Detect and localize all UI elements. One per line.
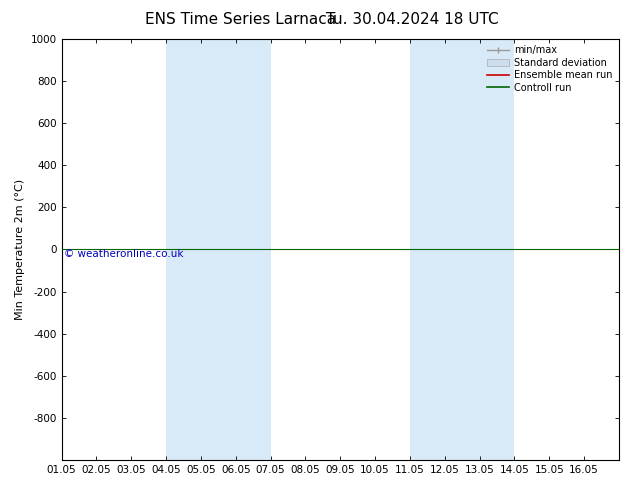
Bar	[166, 39, 271, 460]
Text: ENS Time Series Larnaca: ENS Time Series Larnaca	[145, 12, 337, 27]
Y-axis label: Min Temperature 2m (°C): Min Temperature 2m (°C)	[15, 179, 25, 320]
Text: © weatheronline.co.uk: © weatheronline.co.uk	[64, 249, 184, 259]
Legend: min/max, Standard deviation, Ensemble mean run, Controll run: min/max, Standard deviation, Ensemble me…	[486, 44, 614, 95]
Text: Tu. 30.04.2024 18 UTC: Tu. 30.04.2024 18 UTC	[326, 12, 498, 27]
Bar	[410, 39, 514, 460]
